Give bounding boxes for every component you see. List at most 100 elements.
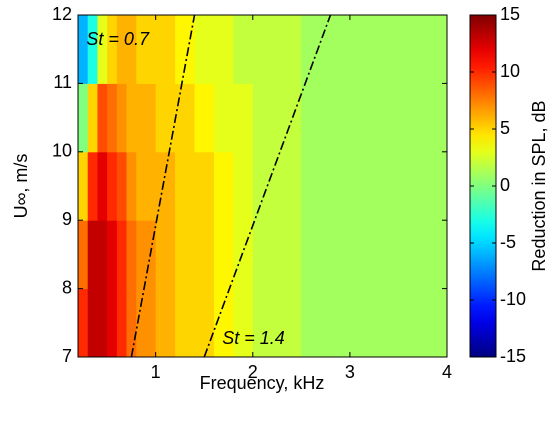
y-axis-label: U∞, m/s [11, 154, 31, 219]
heatmap-cell [136, 220, 157, 290]
heatmap-cell [155, 220, 176, 290]
heatmap-cell [398, 151, 448, 221]
heatmap-cell [126, 151, 137, 221]
heatmap-cell [155, 288, 176, 358]
y-tick-label: 12 [52, 4, 72, 24]
heatmap-cell [107, 288, 118, 358]
line-label: St = 0.7 [86, 29, 150, 49]
heatmap-cell [136, 15, 157, 84]
heatmap-cell [116, 83, 128, 153]
heatmap-cell [175, 151, 196, 221]
heatmap-cell [252, 15, 302, 84]
heatmap-cell [194, 220, 215, 290]
heatmap-cell [233, 15, 254, 84]
heatmap-cell [349, 288, 399, 358]
heatmap-cell [301, 288, 351, 358]
heatmap-cell [155, 151, 176, 221]
heatmap-cell [398, 83, 448, 153]
x-tick-label: 1 [151, 362, 161, 382]
heatmap-cell [252, 151, 302, 221]
y-tick-label: 7 [62, 346, 72, 366]
heatmap-cell [301, 220, 351, 290]
heatmap-cell [78, 15, 89, 84]
heatmap-cell [97, 220, 108, 290]
heatmap-cell [175, 15, 196, 84]
y-tick-label: 8 [62, 277, 72, 297]
heatmap-cell [349, 83, 399, 153]
line-label: St = 1.4 [222, 328, 285, 348]
heatmap-cell [175, 288, 196, 358]
heatmap-cell [194, 83, 215, 153]
heatmap-cell [126, 83, 137, 153]
colorbar-tick-label: -15 [500, 346, 526, 366]
y-tick-label: 9 [62, 209, 72, 229]
heatmap-cell [233, 83, 254, 153]
x-axis-label: Frequency, kHz [200, 373, 325, 393]
heatmap-cell [349, 15, 399, 84]
heatmap-cell [78, 83, 89, 153]
heatmap-cell [136, 288, 157, 358]
heatmap-cell [107, 151, 118, 221]
heatmap-cell [87, 220, 98, 290]
heatmap-cell [126, 15, 137, 84]
heatmap-cell [301, 151, 351, 221]
heatmap-cell [213, 83, 234, 153]
heatmap-cell [97, 15, 108, 84]
heatmap-cell [87, 288, 98, 358]
colorbar-tick-label: 15 [500, 4, 520, 24]
heatmap-cell [194, 151, 215, 221]
heatmap-cell [213, 288, 234, 358]
colorbar-tick-label: -10 [500, 289, 526, 309]
heatmap-cell [97, 288, 108, 358]
heatmap-cell [175, 83, 196, 153]
heatmap-cell [398, 220, 448, 290]
heatmap-cell [233, 288, 254, 358]
heatmap-cell [78, 288, 89, 358]
heatmap-cell [398, 288, 448, 358]
heatmap-cell [126, 220, 137, 290]
heatmap-cell [194, 15, 215, 84]
heatmap-cell [97, 83, 108, 153]
heatmap-cell [87, 83, 98, 153]
heatmap-cell [87, 151, 98, 221]
y-tick-label: 10 [52, 141, 72, 161]
heatmap-cell [252, 83, 302, 153]
colorbar-tick-label: 5 [500, 118, 510, 138]
heatmap-cell [194, 288, 215, 358]
heatmap-cell [136, 151, 157, 221]
heatmap-cell [155, 15, 176, 84]
heatmap-cell [155, 83, 176, 153]
colorbar-tick-label: -5 [500, 232, 516, 252]
x-tick-label: 2 [248, 362, 258, 382]
heatmap-cell [116, 15, 128, 84]
heatmap-cell [398, 15, 448, 84]
heatmap-cell [78, 151, 89, 221]
heatmap-cell [78, 220, 89, 290]
heatmap-cell [116, 151, 128, 221]
heatmap-cell [349, 220, 399, 290]
colorbar-tick-label: 10 [500, 61, 520, 81]
heatmap-cell [107, 220, 118, 290]
heatmap-cell [233, 220, 254, 290]
colorbar [469, 14, 497, 358]
colorbar-tick-label: 0 [500, 175, 510, 195]
heatmap-cell [116, 288, 128, 358]
heatmap-cell [107, 83, 118, 153]
heatmap-cell [97, 151, 108, 221]
reference-line [203, 14, 332, 358]
heatmap-cell [213, 151, 234, 221]
heatmap-cell [126, 288, 137, 358]
heatmap-cell [301, 83, 351, 153]
heatmap-cell [252, 288, 302, 358]
reference-line [130, 14, 196, 358]
heatmap-cell [213, 220, 234, 290]
heatmap-cell [136, 83, 157, 153]
heatmap-cell [107, 15, 118, 84]
x-tick-label: 4 [442, 362, 452, 382]
heatmap-cell [116, 220, 128, 290]
heatmap-cell [349, 151, 399, 221]
heatmap-cell [175, 220, 196, 290]
heatmap-cell [233, 151, 254, 221]
y-tick-label: 11 [53, 72, 72, 92]
plot-frame [77, 14, 448, 358]
